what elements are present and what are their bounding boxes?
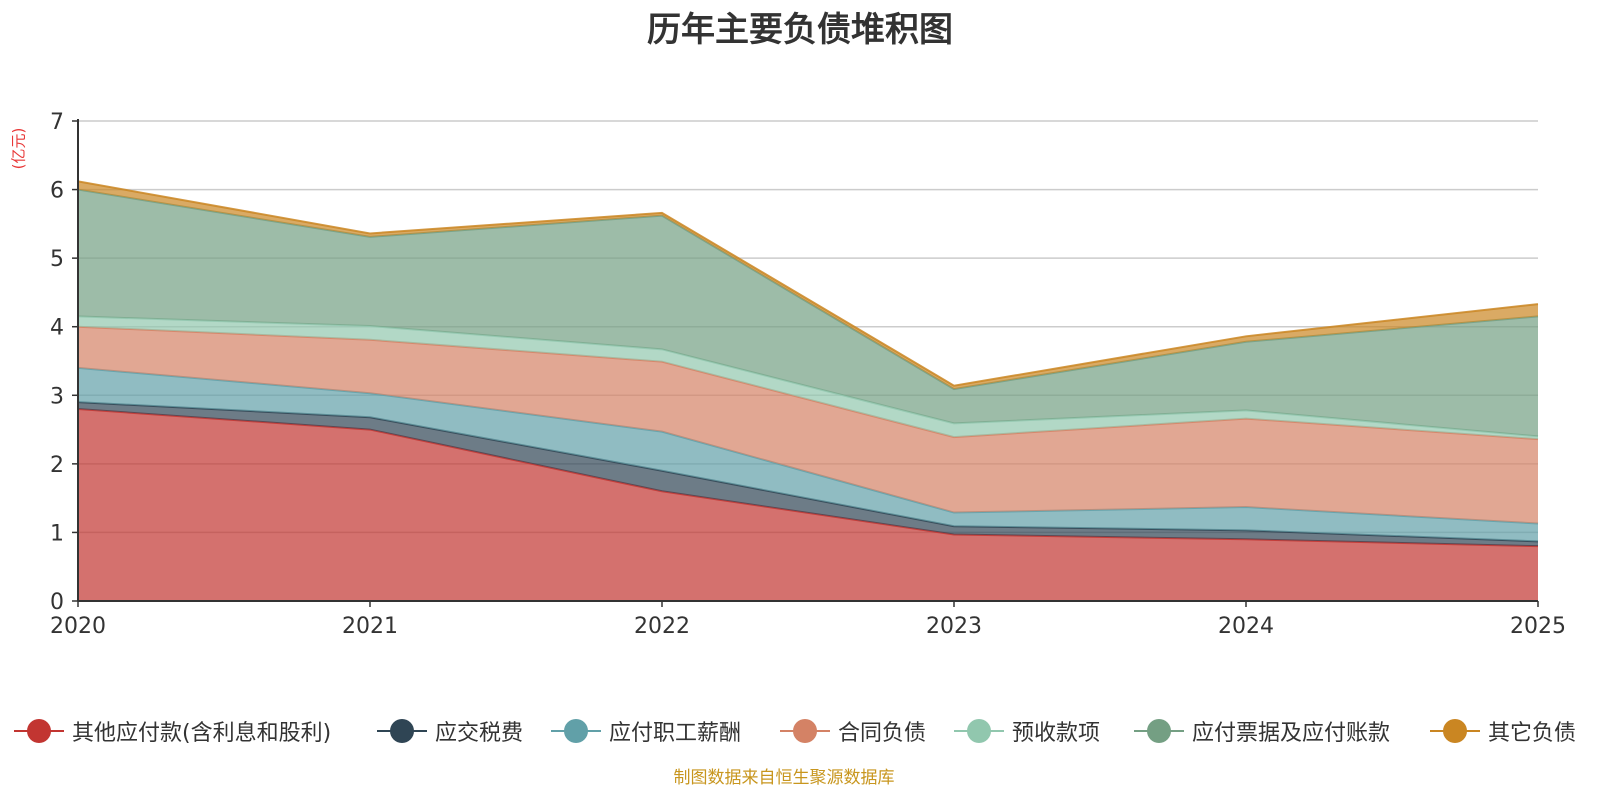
legend-item-7[interactable]: 其它负债 [1430, 716, 1576, 746]
legend-label: 应付票据及应付账款 [1192, 721, 1391, 746]
legend-symbol [377, 716, 427, 746]
area-3 [78, 367, 1538, 542]
legend-label: 应付职工薪酬 [609, 721, 742, 746]
y-tick-label: 1 [50, 521, 64, 546]
series-line-6 [77, 188, 1539, 391]
legend-symbol [551, 716, 601, 746]
legend-item-3[interactable]: 应付职工薪酬 [551, 716, 741, 746]
legend-item-5[interactable]: 预收款项 [954, 716, 1100, 746]
area-2 [78, 402, 1538, 547]
area-4 [78, 326, 1538, 524]
legend-item-4[interactable]: 合同负债 [780, 716, 926, 746]
legend-item-1[interactable]: 其他应付款(含利息和股利) [14, 716, 331, 746]
y-tick-label: 7 [50, 110, 64, 135]
legend-symbol [780, 716, 830, 746]
legend-label: 其它负债 [1488, 721, 1577, 746]
axes: 0 1 2 3 4 5 6 7 2020 2021 2022 2023 2024 2025 [50, 110, 1566, 639]
x-tick-label: 2021 [342, 614, 398, 639]
legend-symbol [14, 716, 64, 746]
legend-symbol [1430, 716, 1480, 746]
area-series [77, 180, 1539, 601]
y-tick-label: 5 [50, 247, 64, 272]
area-5 [78, 316, 1538, 440]
x-tick-label: 2023 [926, 614, 982, 639]
y-tick-label: 4 [50, 316, 64, 341]
y-tick-label: 3 [50, 384, 64, 409]
x-tick-label: 2020 [50, 614, 106, 639]
legend-label: 应交税费 [435, 721, 524, 746]
y-tick-label: 6 [50, 179, 64, 204]
data-source-note: 制图数据来自恒生聚源数据库 [673, 768, 895, 788]
x-tick-label: 2025 [1510, 614, 1566, 639]
x-tick-label: 2022 [634, 614, 690, 639]
y-tick-label: 2 [50, 453, 64, 478]
legend-symbol [1134, 716, 1184, 746]
x-tick-label: 2024 [1218, 614, 1274, 639]
chart-title: 历年主要负债堆积图 [647, 10, 953, 50]
legend-label: 合同负债 [838, 721, 927, 746]
legend-symbol [954, 716, 1004, 746]
legend-label: 其他应付款(含利息和股利) [72, 721, 332, 746]
series-line-7 [77, 180, 1539, 387]
legend: 其他应付款(含利息和股利) 应交税费 应付职工薪酬 合同负债 预收款项 应付票据及应付账款… [14, 716, 1594, 746]
legend-item-6[interactable]: 应付票据及应付账款 [1134, 716, 1390, 746]
y-tick-label: 0 [50, 590, 64, 615]
area-1 [78, 409, 1538, 601]
legend-label: 预收款项 [1012, 721, 1101, 746]
area-6 [78, 189, 1538, 437]
legend-item-2[interactable]: 应交税费 [377, 716, 523, 746]
